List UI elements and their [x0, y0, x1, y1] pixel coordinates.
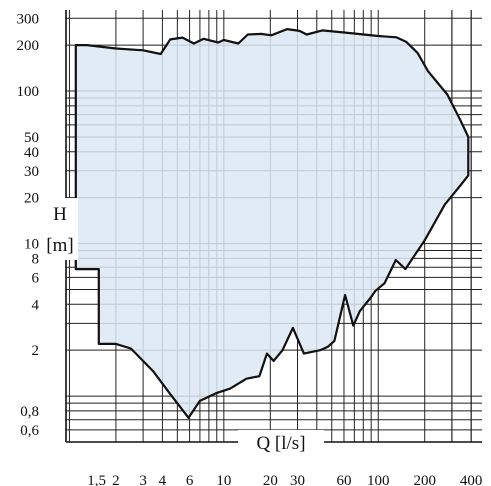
y-tick-label: 20: [24, 191, 39, 207]
y-tick-label: 6: [32, 270, 40, 286]
y-tick-label: 2: [32, 343, 40, 359]
x-tick-label: 1,5: [87, 473, 106, 486]
y-axis-label-bottom: [m]: [46, 235, 73, 256]
x-tick-labels: 1,5 2 3 4 6 10 20 30 60 100 200 400: [87, 473, 482, 486]
x-tick-label: 10: [216, 473, 231, 486]
y-axis-label-top: H: [53, 204, 67, 225]
x-tick-label: 2: [112, 473, 120, 486]
y-tick-label: 8: [32, 251, 40, 267]
x-tick-label: 200: [413, 473, 436, 486]
x-tick-label: 100: [367, 473, 390, 486]
y-tick-label: 4: [32, 297, 40, 313]
y-tick-label: 200: [17, 38, 40, 54]
x-tick-label: 6: [186, 473, 194, 486]
x-tick-label: 3: [139, 473, 147, 486]
x-tick-label: 400: [460, 473, 483, 486]
x-axis-label: Q [l/s]: [256, 433, 305, 454]
y-tick-label: 0,6: [20, 423, 39, 439]
envelope-area-layer: [74, 28, 470, 419]
y-tick-label: 30: [24, 164, 39, 180]
y-tick-label: 50: [24, 130, 39, 146]
x-tick-label: 20: [263, 473, 278, 486]
x-axis-label-background: [238, 430, 324, 454]
y-tick-label: 0,8: [20, 404, 39, 420]
y-tick-label: 300: [17, 11, 40, 27]
x-axis-label-group: Q [l/s]: [238, 430, 324, 454]
y-tick-label: 40: [24, 145, 39, 161]
performance-envelope: [74, 28, 470, 419]
y-axis-label-group: H [m]: [42, 198, 78, 260]
y-tick-label: 10: [24, 237, 39, 253]
y-axis-label-background: [42, 198, 78, 260]
x-tick-label: 60: [336, 473, 351, 486]
x-tick-label: 30: [290, 473, 305, 486]
y-tick-label: 100: [17, 84, 40, 100]
x-tick-label: 4: [159, 473, 167, 486]
